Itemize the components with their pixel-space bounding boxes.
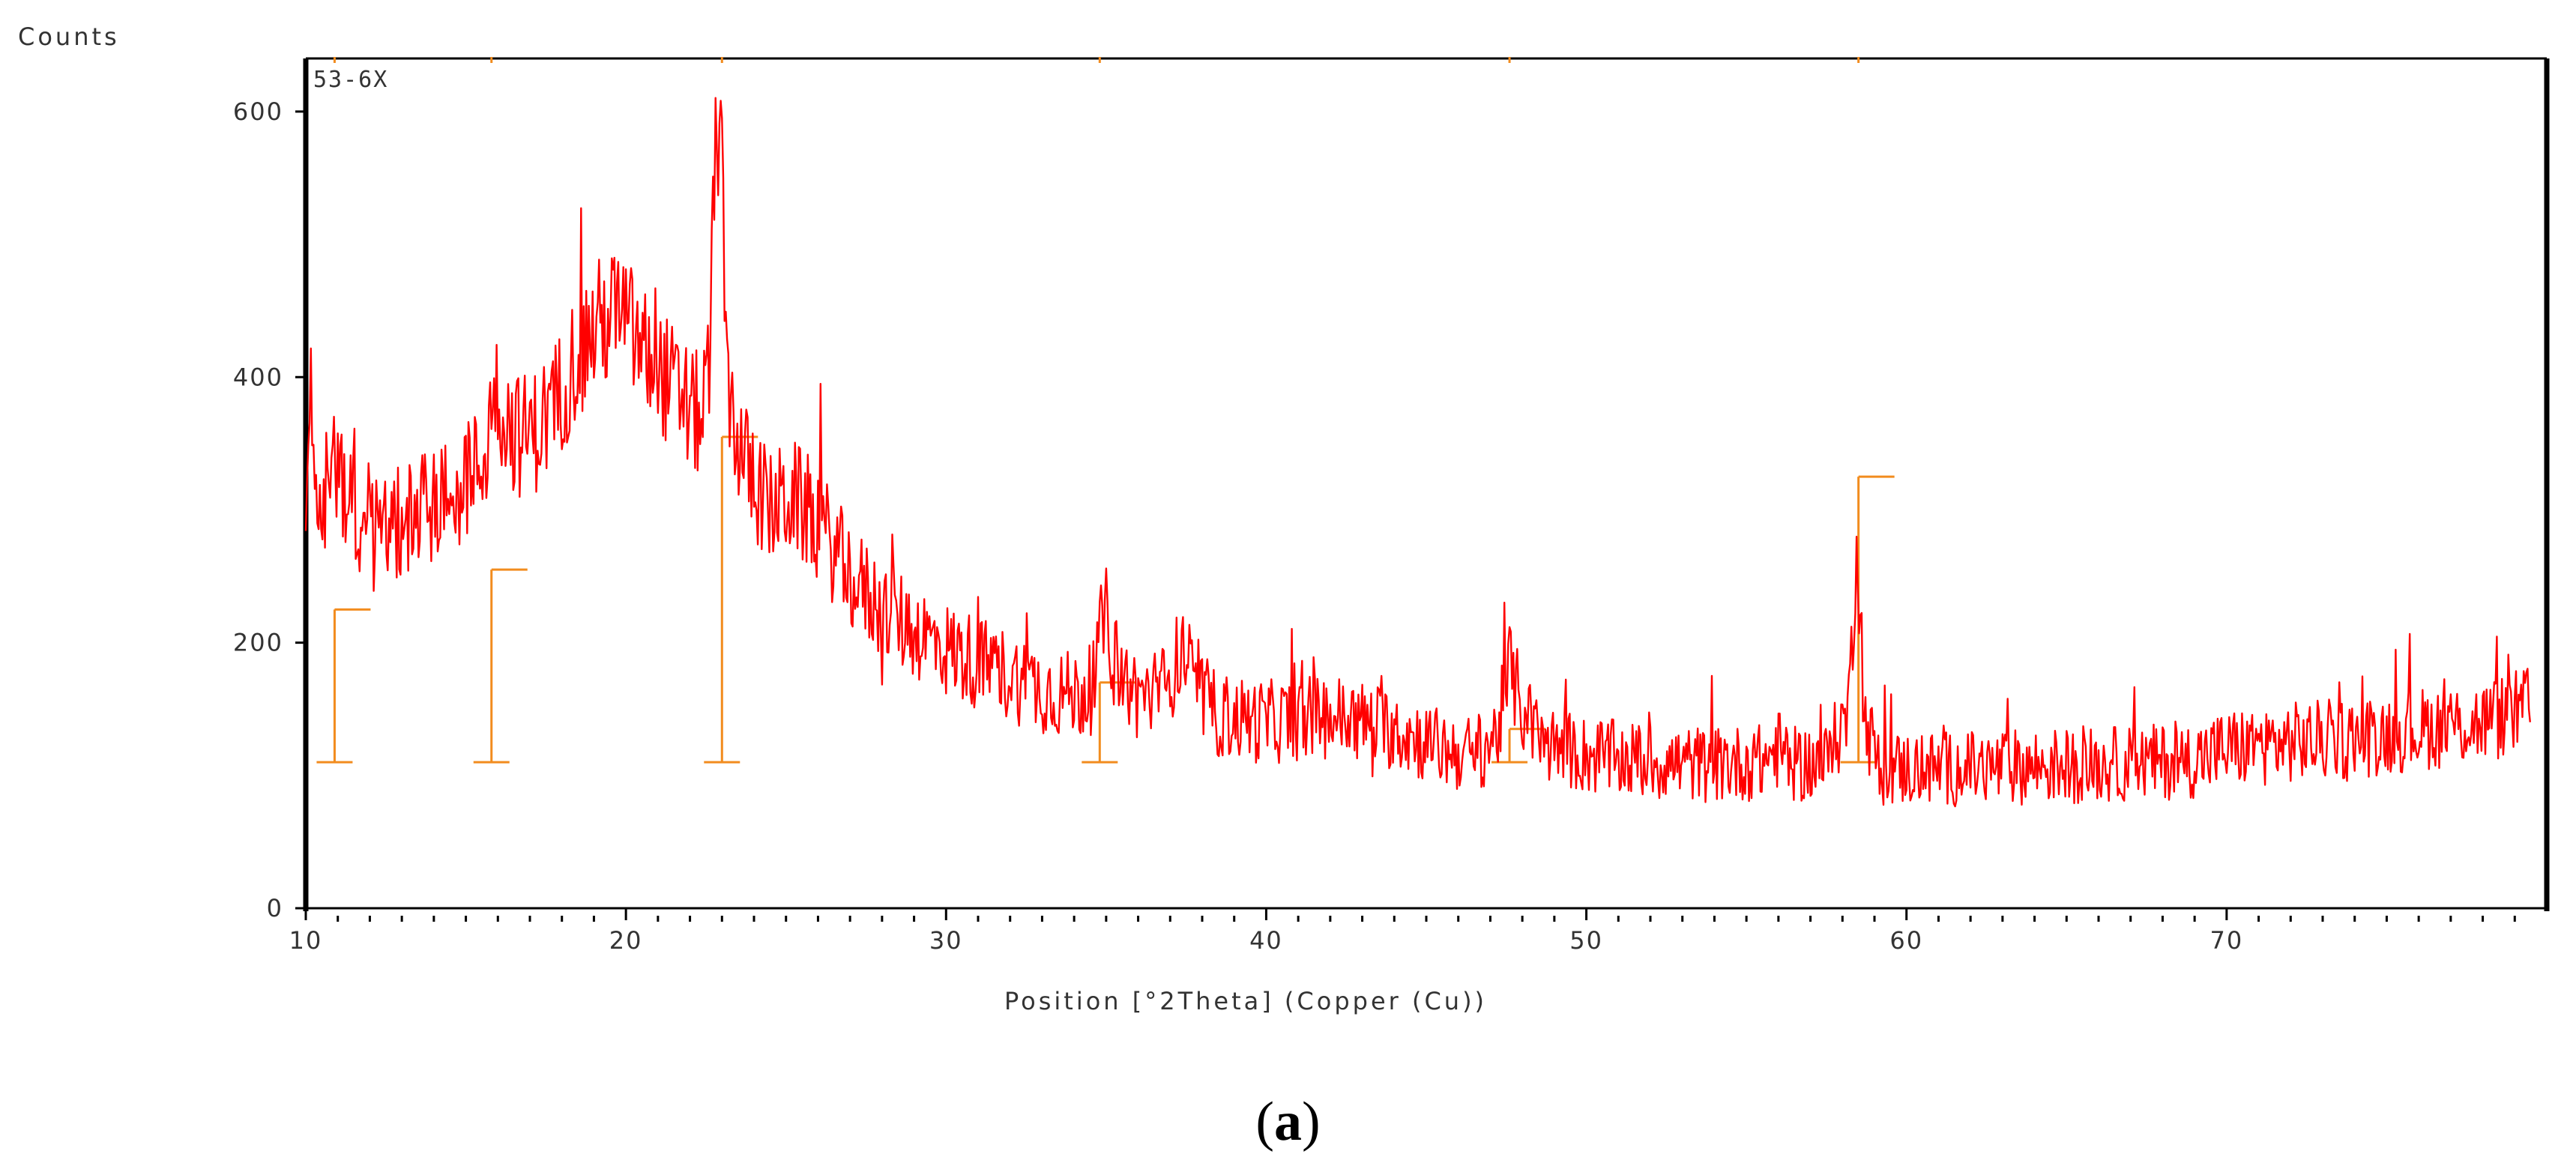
x-axis-title: Position [°2Theta] (Copper (Cu)) <box>1004 987 1487 1015</box>
caption-close: ) <box>1302 1091 1321 1153</box>
x-tick-label: 70 <box>2209 926 2243 955</box>
reference-peak-sticks <box>316 57 1895 764</box>
sample-label: 53-6X <box>313 67 388 93</box>
y-tick-label: 200 <box>233 629 283 657</box>
pattern-layer <box>304 97 2531 808</box>
y-axis-title: Counts <box>18 22 120 51</box>
xrd-chart: 0 200 400 600 10 20 30 40 50 60 70 53-6X Counts Po… <box>0 0 2576 1079</box>
x-tick-label: 30 <box>929 926 963 955</box>
figure-caption: (a) <box>0 1090 2576 1154</box>
x-tick-label: 60 <box>1889 926 1923 955</box>
caption-open: ( <box>1255 1091 1274 1153</box>
y-tick-label: 600 <box>233 97 283 126</box>
x-tick-label: 40 <box>1249 926 1283 955</box>
caption-letter: a <box>1274 1091 1302 1153</box>
x-tick-label: 50 <box>1569 926 1603 955</box>
chart-background <box>0 0 2576 1079</box>
plot-frame <box>303 57 2550 911</box>
y-tick-label: 400 <box>233 363 283 391</box>
y-tick-label: 0 <box>267 894 283 922</box>
x-tick-label: 20 <box>609 926 643 955</box>
diffraction-pattern-line <box>304 97 2531 808</box>
x-tick-label: 10 <box>289 926 323 955</box>
axes: 0 200 400 600 10 20 30 40 50 60 70 <box>233 97 2516 955</box>
